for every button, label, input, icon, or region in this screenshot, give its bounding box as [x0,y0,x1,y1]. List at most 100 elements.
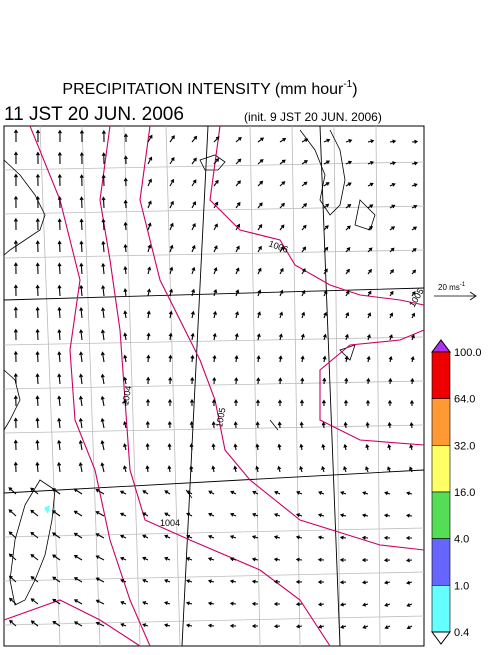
wind-arrow [277,399,282,407]
wind-arrow [366,355,371,363]
wind-arrow [279,138,287,143]
wind-arrow [101,284,106,297]
wind-arrow [252,490,259,495]
wind-arrow [207,534,215,539]
wind-arrow [301,246,307,253]
wind-arrow [279,289,284,297]
wind-arrow [411,334,415,341]
wind-arrow [191,222,196,231]
wind-arrow [367,290,372,297]
wind-arrow [30,531,39,539]
wind-arrow [95,577,105,583]
wind-arrow [411,247,417,253]
wind-arrow [35,218,40,231]
wind-arrow [101,307,106,319]
wind-arrow [57,373,62,385]
wind-arrow [229,623,237,628]
wind-arrow [35,284,40,297]
wind-arrow [251,557,259,562]
wind-arrow [318,624,325,629]
wind-arrow [387,421,392,429]
wind-arrow [251,512,259,517]
wind-arrow [384,602,391,607]
wind-arrow [406,603,413,607]
wind-arrow [317,535,325,540]
wind-arrow [147,156,153,165]
wind-arrow [186,490,193,495]
wind-arrow [8,509,17,517]
wind-arrow [78,417,83,429]
wind-arrow [73,555,83,561]
wind-arrow [229,601,237,606]
wind-arrow [345,312,350,319]
wind-arrow [234,333,239,341]
colorbar-segment [431,445,451,493]
wind-arrow [123,199,128,209]
wind-arrow [13,328,18,341]
wind-arrow [273,557,281,562]
wind-arrow [340,624,347,629]
wind-arrow [296,490,303,495]
wind-arrow [213,288,218,297]
wind-arrow [169,266,174,275]
wind-arrow [73,577,83,583]
wind-arrow [212,376,217,385]
wind-arrow [389,204,396,209]
wind-arrow [142,556,149,561]
wind-arrow [164,556,171,561]
wind-arrow [251,601,259,606]
wind-arrow [100,373,105,385]
wind-arrow [123,243,128,253]
wind-arrow [274,490,281,495]
wind-arrow [57,461,62,473]
wind-arrow [186,512,193,517]
wind-arrow [13,173,18,187]
wind-arrow [411,139,419,144]
wind-arrow [79,329,84,341]
wind-arrow [279,202,285,209]
wind-arrow [405,558,413,563]
wind-arrow [343,466,347,473]
wind-arrow [301,138,309,143]
wind-arrow [13,350,18,363]
wind-arrow [211,465,216,473]
wind-arrow [366,377,371,385]
wind-arrow [257,289,262,297]
colorbar-bottom [431,631,451,645]
wind-arrow [321,399,326,407]
wind-arrow [146,376,151,385]
wind-arrow [409,421,414,429]
wind-arrow [339,580,347,585]
wind-arrow [230,512,237,517]
wind-arrow [146,288,151,297]
wind-arrow [255,421,260,429]
wind-arrow [411,290,416,297]
wind-arrow [234,355,239,363]
wind-arrow [57,196,62,209]
wind-arrow [367,333,371,341]
wind-arrow [79,351,84,363]
wind-arrow [345,290,350,297]
wind-arrow [367,312,372,319]
wind-arrow [233,421,238,429]
wind-arrow [207,579,215,584]
wind-arrow [323,203,330,209]
wind-arrow [146,354,151,363]
colorbar-label: 0.4 [454,627,469,639]
wind-arrow [229,535,237,539]
wind-arrow [120,578,127,583]
wind-arrow [8,531,17,539]
colorbar-label: 16.0 [454,487,475,499]
wind-arrow [383,513,391,518]
wind-arrow [389,226,396,231]
wind-arrow [361,535,369,540]
wind-arrow [35,306,40,319]
wind-arrow [339,535,347,540]
wind-arrow [279,246,284,253]
wind-arrow [123,133,128,143]
wind-arrow [123,398,128,407]
major-lines [3,125,425,647]
wind-arrow [191,179,197,187]
wind-arrow [57,306,62,319]
wind-arrow [167,465,172,473]
